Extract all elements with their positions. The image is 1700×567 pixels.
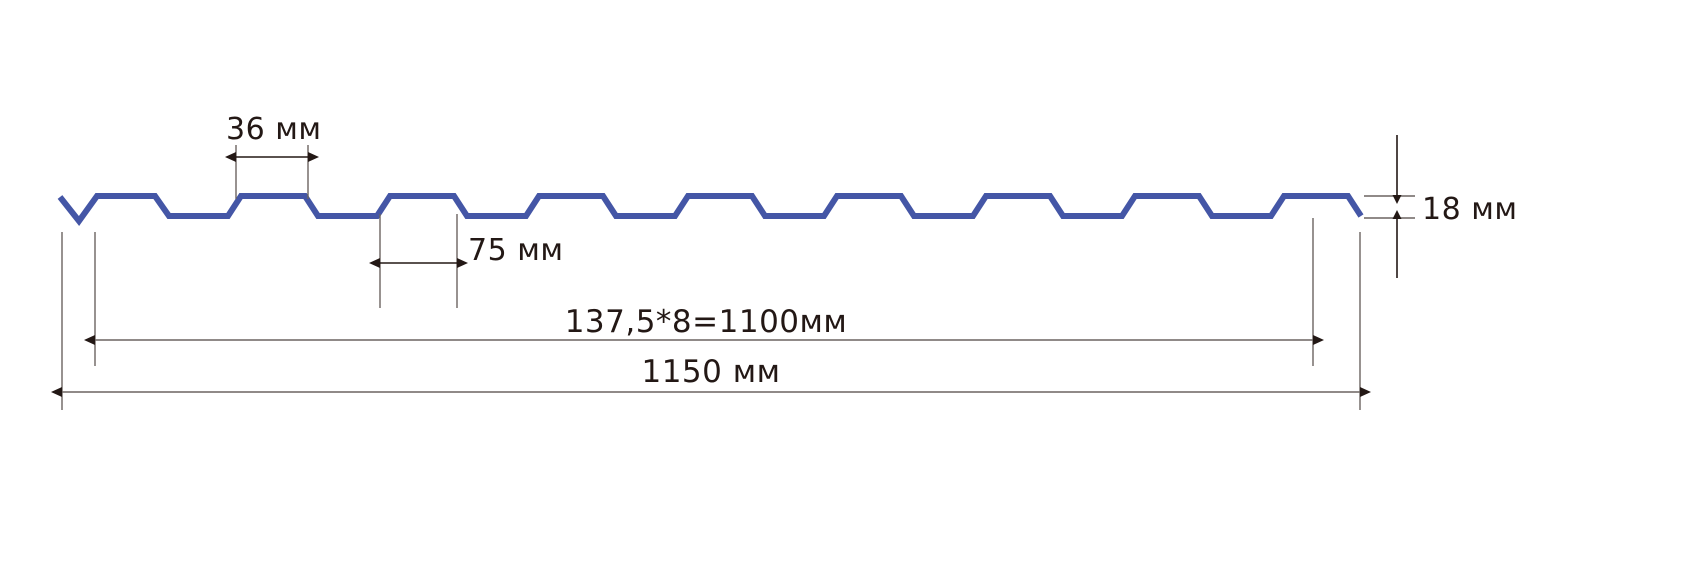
dimension-label-36mm: 36 мм bbox=[226, 112, 321, 147]
dimension-label-1150mm: 1150 мм bbox=[641, 354, 780, 390]
dimension-total-width-1150mm: 1150 мм bbox=[51, 232, 1371, 410]
dimension-label-75mm: 75 мм bbox=[468, 233, 563, 268]
profile-outline-group bbox=[57, 193, 1364, 226]
dimension-valley-width-75mm: 75 мм bbox=[369, 214, 563, 308]
dimension-label-18mm: 18 мм bbox=[1422, 192, 1517, 227]
dimension-profile-height-18mm: 18 мм bbox=[1364, 135, 1517, 278]
dimension-working-width-1100mm: 137,5*8=1100мм bbox=[84, 218, 1324, 366]
dimension-label-1100mm: 137,5*8=1100мм bbox=[565, 304, 848, 340]
dimension-rib-width-36mm: 36 мм bbox=[225, 112, 321, 199]
profile-outline-path bbox=[57, 193, 1364, 226]
